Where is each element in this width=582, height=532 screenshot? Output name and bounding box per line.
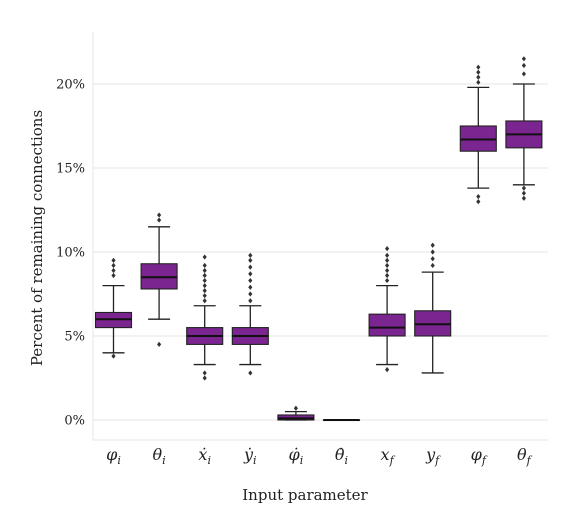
- outlier-point: [202, 288, 207, 294]
- outlier-point: [111, 257, 116, 263]
- x-tick-labels: φi θi ẋi ẏi φ̇i θ̇i xf yf φf θf: [106, 445, 533, 467]
- outlier-point: [476, 199, 481, 205]
- x-tick-label: θ̇i: [335, 445, 348, 467]
- outlier-point: [476, 64, 481, 70]
- outlier-point: [202, 293, 207, 299]
- outlier-point: [202, 298, 207, 304]
- x-tick-label: ẋi: [198, 445, 211, 467]
- outlier-point: [521, 56, 526, 62]
- outlier-point: [202, 254, 207, 260]
- outlier-point: [521, 190, 526, 196]
- outlier-point: [248, 284, 253, 290]
- outlier-point: [202, 277, 207, 284]
- outlier-point: [430, 242, 435, 248]
- outlier-point: [157, 212, 162, 218]
- x-tick-label: θf: [517, 445, 533, 467]
- y-tick-label: 20%: [56, 78, 85, 93]
- outlier-point: [111, 262, 116, 269]
- outlier-point: [476, 69, 481, 75]
- outlier-point: [202, 262, 207, 269]
- outlier-point: [248, 257, 253, 263]
- outlier-point: [202, 272, 207, 279]
- y-axis-label: Percent of remaining connections: [28, 110, 46, 366]
- outlier-point: [202, 267, 207, 274]
- outlier-point: [430, 256, 435, 262]
- outlier-point: [248, 277, 253, 284]
- box-8: [414, 242, 452, 374]
- y-tick-label: 5%: [64, 330, 85, 345]
- x-axis-label: Input parameter: [242, 486, 368, 504]
- outlier-point: [385, 262, 390, 269]
- y-tick-label: 15%: [56, 162, 85, 177]
- box-2: [140, 212, 178, 347]
- outlier-point: [202, 370, 207, 376]
- outlier-point: [430, 262, 435, 269]
- outlier-point: [202, 375, 207, 381]
- outlier-point: [476, 74, 481, 80]
- outlier-point: [248, 291, 253, 297]
- outlier-point: [111, 272, 116, 279]
- outlier-point: [385, 252, 390, 258]
- outlier-point: [476, 193, 481, 200]
- outlier-point: [521, 195, 526, 201]
- plot-area: [94, 56, 543, 422]
- outlier-point: [248, 298, 253, 304]
- outlier-point: [476, 79, 481, 85]
- x-tick-label: xf: [381, 445, 396, 467]
- outlier-point: [202, 283, 207, 289]
- box-3: [186, 254, 224, 381]
- outlier-point: [293, 405, 298, 411]
- x-tick-label: yf: [425, 445, 441, 467]
- y-tick-labels: 0% 5% 10% 15% 20%: [56, 78, 85, 429]
- box-10: [505, 56, 543, 201]
- outlier-point: [111, 267, 116, 274]
- x-tick-label: φi: [106, 445, 121, 467]
- box-1: [94, 257, 133, 359]
- y-tick-label: 10%: [56, 246, 85, 261]
- x-tick-label: θi: [153, 445, 166, 467]
- iqr-box: [368, 313, 406, 337]
- outlier-point: [248, 252, 253, 258]
- outlier-point: [430, 249, 435, 255]
- outlier-point: [385, 267, 390, 274]
- outlier-point: [385, 272, 390, 279]
- box-6: [322, 419, 361, 422]
- outlier-point: [385, 257, 390, 263]
- outlier-point: [521, 185, 526, 191]
- outlier-point: [157, 217, 162, 223]
- outlier-point: [521, 71, 526, 77]
- outlier-point: [385, 246, 390, 252]
- x-tick-label: φf: [471, 445, 488, 467]
- outlier-point: [248, 271, 253, 277]
- box-9: [459, 64, 497, 205]
- outlier-point: [385, 277, 390, 284]
- outlier-point: [248, 370, 253, 376]
- outlier-point: [111, 353, 116, 359]
- x-tick-label: φ̇i: [289, 445, 304, 467]
- box-7: [368, 246, 406, 373]
- y-tick-label: 0%: [64, 414, 85, 429]
- outlier-point: [157, 341, 162, 347]
- outlier-point: [385, 367, 390, 373]
- x-tick-label: ẏi: [243, 445, 257, 467]
- outlier-point: [521, 62, 526, 69]
- box-5: [277, 405, 315, 421]
- outlier-point: [248, 264, 253, 270]
- grid-lines: [92, 32, 548, 441]
- box-4: [231, 252, 269, 376]
